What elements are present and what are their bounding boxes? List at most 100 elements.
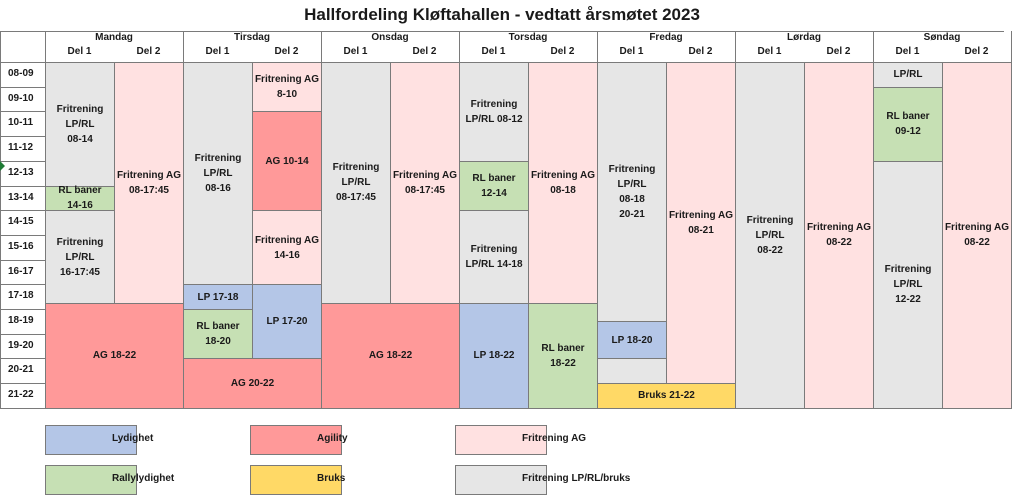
grid-line	[0, 160, 45, 162]
grid-line	[0, 333, 45, 335]
block-label: Fritrening AG 08-17:45	[392, 169, 458, 196]
schedule-block: Fritrening AG 08-17:45	[390, 62, 460, 304]
block-label: Fritrening AG 08-18	[530, 169, 596, 196]
grid-line	[0, 383, 45, 385]
schedule-block: LP 18-22	[459, 302, 529, 409]
schedule-block: Fritrening LP/RL 08-18 20-21	[597, 62, 667, 323]
block-label: Fritrening AG 8-10	[254, 74, 320, 101]
day-header: Mandag	[95, 32, 133, 43]
block-label: Fritrening LP/RL 16-17:45	[56, 236, 104, 278]
grid-line	[0, 185, 45, 187]
time-label: 15-16	[8, 240, 34, 252]
block-label: AG 18-22	[368, 350, 413, 362]
schedule-block: Fritrening LP/RL 08-14	[45, 62, 115, 187]
schedule-block: Fritrening LP/RL 08-12	[459, 62, 529, 162]
schedule-block: LP 18-20	[597, 321, 667, 360]
legend-label: Agility	[317, 433, 348, 444]
part-header: Del 2	[964, 46, 989, 57]
part-header: Del 1	[205, 46, 230, 57]
schedule-block: Fritrening AG 14-16	[252, 210, 322, 286]
legend-swatch	[45, 425, 137, 455]
schedule-block: Fritrening AG 08-18	[528, 62, 598, 304]
day-header: Søndag	[923, 32, 961, 43]
block-label: Fritrening LP/RL 08-17:45	[332, 162, 380, 204]
part-header: Del 1	[343, 46, 368, 57]
schedule-block	[597, 358, 667, 385]
part-header: Del 2	[136, 46, 161, 57]
part-header: Del 2	[688, 46, 713, 57]
part-header: Del 2	[550, 46, 575, 57]
part-header: Del 1	[481, 46, 506, 57]
schedule-block: Bruks 21-22	[597, 383, 736, 409]
block-label: RL baner 14-16	[58, 185, 102, 212]
part-header: Del 1	[619, 46, 644, 57]
schedule-block: Fritrening LP/RL 14-18	[459, 210, 529, 304]
schedule-block: Fritrening AG 08-22	[804, 62, 874, 409]
block-label: Fritrening LP/RL 08-14	[56, 103, 104, 145]
time-label: 17-18	[8, 290, 34, 302]
schedule-block: Fritrening AG 08-17:45	[114, 62, 184, 304]
schedule-block: LP 17-20	[252, 284, 322, 360]
time-label: 16-17	[8, 265, 34, 277]
legend-label: Lydighet	[112, 433, 154, 444]
block-label: LP 18-20	[611, 334, 653, 346]
time-label: 10-11	[8, 117, 34, 129]
part-header: Del 2	[274, 46, 299, 57]
schedule-block: LP 17-18	[183, 284, 253, 310]
block-label: Fritrening AG 14-16	[254, 234, 320, 261]
time-label: 14-15	[8, 216, 34, 228]
block-label: AG 20-22	[230, 378, 275, 390]
schedule-block: AG 20-22	[183, 358, 322, 409]
schedule-block: LP/RL	[873, 62, 943, 88]
time-label: 11-12	[8, 142, 34, 154]
block-label: Fritrening LP/RL 14-18	[465, 244, 523, 270]
schedule-grid: Mandag Del 1 Del 2 Tirsdag Del 1 Del 2 Onsdag D…	[0, 31, 1012, 409]
block-label: Fritrening AG 08-22	[944, 222, 1010, 249]
schedule-block: AG 10-14	[252, 111, 322, 212]
part-header: Del 2	[412, 46, 437, 57]
time-label: 21-22	[8, 389, 34, 401]
part-header: Del 2	[826, 46, 851, 57]
day-header: Lørdag	[787, 32, 821, 43]
page-title: Hallfordeling Kløftahallen - vedtatt års…	[304, 5, 700, 24]
grid-line	[0, 259, 45, 261]
schedule-block: Fritrening AG 08-21	[666, 62, 736, 385]
grid-line	[0, 309, 45, 310]
block-label: LP 17-20	[266, 316, 308, 328]
legend-swatch	[455, 425, 547, 455]
time-label: 18-19	[8, 315, 34, 326]
block-label: Fritrening LP/RL 08-16	[194, 153, 242, 195]
block-label: LP 17-18	[197, 291, 239, 303]
schedule-block: Fritrening LP/RL 12-22	[873, 160, 943, 409]
time-label: 09-10	[8, 92, 34, 104]
time-label: 13-14	[8, 191, 34, 203]
legend-label: Bruks	[317, 473, 346, 484]
block-label: RL baner 12-14	[472, 172, 516, 199]
schedule-block: AG 18-22	[321, 302, 460, 409]
grid-line	[0, 234, 45, 236]
day-header: Fredag	[649, 32, 683, 43]
block-label: RL baner 18-22	[541, 342, 585, 369]
time-label: 20-21	[8, 364, 34, 376]
grid-line	[0, 136, 45, 138]
cell-marker-icon	[0, 161, 5, 171]
schedule-block: RL baner 18-22	[528, 302, 598, 409]
part-header: Del 1	[67, 46, 92, 57]
schedule-block: RL baner 09-12	[873, 86, 943, 162]
schedule-block: RL baner 12-14	[459, 160, 529, 212]
schedule-block: Fritrening LP/RL 08-16	[183, 62, 253, 286]
block-label: Fritrening LP/RL 08-12	[465, 98, 523, 125]
block-label: Fritrening AG 08-21	[668, 210, 734, 237]
schedule-block: Fritrening LP/RL 08-22	[735, 62, 805, 409]
grid-line	[0, 111, 45, 113]
block-label: Fritrening AG 08-17:45	[116, 169, 182, 196]
legend-label: Fritrening LP/RL/bruks	[522, 473, 631, 484]
legend-label: Rallylydighet	[112, 473, 175, 484]
block-label: AG 10-14	[265, 155, 309, 167]
grid-line	[0, 358, 45, 360]
schedule-block: AG 18-22	[45, 302, 184, 409]
legend-label: Fritrening AG	[522, 433, 587, 444]
grid-line	[0, 210, 45, 212]
schedule-block: Fritrening AG 08-22	[942, 62, 1012, 409]
block-label: Fritrening LP/RL 12-22	[884, 264, 932, 306]
